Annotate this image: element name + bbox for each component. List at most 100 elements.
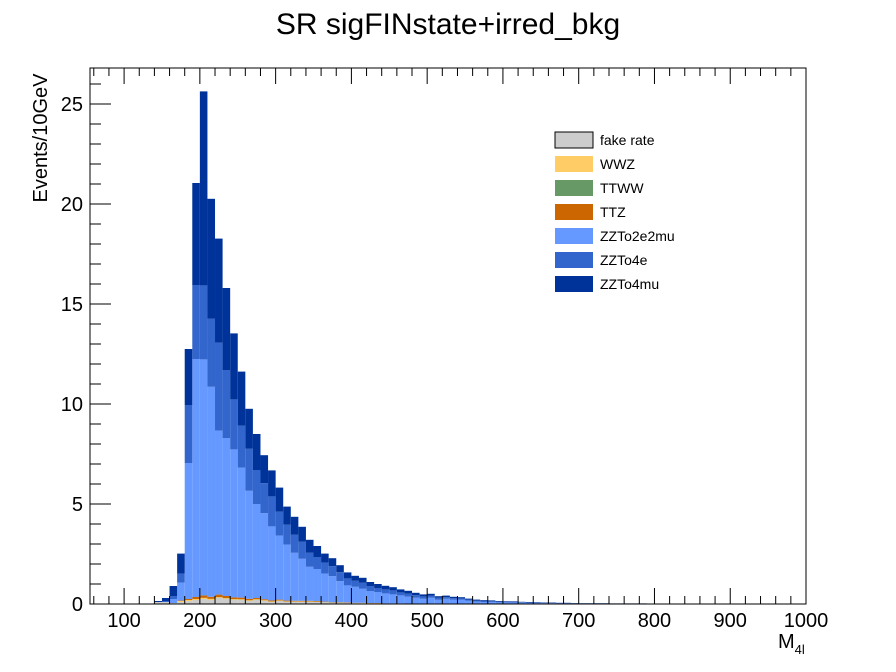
- bar-zzto4mu-545: [457, 597, 466, 599]
- bar-zzto4e-575: [480, 601, 488, 602]
- bar-zzto4mu-295: [268, 470, 276, 497]
- bar-fake-rate-255: [237, 600, 246, 604]
- bar-zzto2e2mu-525: [442, 598, 450, 604]
- bar-fake-rate-265: [245, 601, 253, 604]
- bar-zzto2e2mu-625: [518, 602, 526, 604]
- bar-zzto4e-565: [472, 600, 481, 602]
- bar-zzto4mu-335: [298, 526, 306, 542]
- bar-zzto4mu-265: [245, 408, 253, 449]
- bar-zzto2e2mu-265: [245, 490, 253, 599]
- bar-zzto4e-505: [427, 595, 435, 598]
- histogram-bars: [154, 91, 670, 604]
- bar-wwz-235: [222, 598, 231, 599]
- bar-zzto4e-335: [298, 541, 306, 559]
- bar-zzto4mu-535: [449, 596, 458, 599]
- bar-zzto2e2mu-545: [457, 599, 466, 604]
- bar-zzto4e-635: [525, 602, 534, 603]
- x-axis-label: M4l: [778, 631, 805, 657]
- bar-zzto4mu-475: [404, 590, 413, 594]
- bar-zzto4e-225: [215, 342, 223, 431]
- bar-zzto4mu-215: [207, 198, 216, 319]
- bar-ttz-335: [298, 600, 306, 602]
- bar-zzto2e2mu-615: [510, 602, 519, 604]
- bar-zzto4mu-525: [442, 595, 450, 598]
- bar-zzto4e-545: [457, 598, 466, 600]
- bar-zzto4e-365: [321, 562, 329, 574]
- bar-zzto2e2mu-465: [396, 595, 405, 604]
- bar-zzto2e2mu-185: [184, 463, 193, 599]
- bar-zzto4mu-595: [495, 601, 503, 602]
- bar-zzto2e2mu-385: [336, 581, 344, 603]
- bar-zzto2e2mu-315: [283, 544, 291, 601]
- bar-zzto2e2mu-345: [305, 566, 314, 601]
- legend: fake rate WWZ TTWW TTZ ZZTo2e2mu ZZTo4e ZZTo4m…: [554, 131, 675, 292]
- bar-zzto4mu-365: [321, 553, 329, 563]
- y-tick-label: 20: [61, 194, 83, 216]
- bar-zzto2e2mu-475: [404, 596, 413, 604]
- bar-fake-rate-365: [321, 602, 329, 604]
- bar-zzto4mu-515: [434, 596, 443, 598]
- x-tick-label: 200: [183, 610, 216, 632]
- bar-ttz-215: [207, 596, 216, 599]
- bar-zzto2e2mu-365: [321, 573, 329, 602]
- bar-zzto4mu-615: [510, 601, 519, 602]
- bar-fake-rate-335: [298, 602, 306, 604]
- bar-fake-rate-315: [283, 602, 291, 604]
- bar-zzto2e2mu-565: [472, 601, 481, 604]
- bar-zzto4mu-565: [472, 599, 481, 601]
- bar-zzto4e-465: [396, 592, 405, 596]
- bar-zzto4e-215: [207, 318, 216, 387]
- bar-zzto4e-495: [419, 596, 428, 599]
- bar-zzto2e2mu-325: [290, 552, 299, 601]
- bar-zzto2e2mu-575: [480, 602, 488, 604]
- bar-zzto2e2mu-495: [419, 598, 428, 604]
- bar-zzto4mu-275: [252, 434, 261, 470]
- legend-label: ZZTo2e2mu: [600, 228, 675, 244]
- bar-zzto4e-625: [518, 602, 526, 603]
- bar-zzto4mu-195: [192, 183, 200, 285]
- x-axis-label-subscript: 4l: [795, 642, 805, 657]
- bar-fake-rate-245: [230, 600, 238, 604]
- bar-zzto4e-385: [336, 572, 344, 582]
- bar-zzto2e2mu-505: [427, 597, 435, 604]
- bar-ttz-235: [222, 596, 231, 598]
- legend-label: fake rate: [600, 132, 655, 148]
- bar-zzto2e2mu-485: [412, 597, 420, 604]
- bar-ttz-285: [260, 599, 269, 601]
- bar-zzto4mu-435: [374, 584, 382, 588]
- bar-ttz-185: [184, 599, 193, 600]
- bar-zzto2e2mu-405: [351, 586, 359, 603]
- x-tick-label: 1000: [784, 610, 829, 632]
- x-tick-label: 800: [638, 610, 671, 632]
- bar-zzto4e-205: [199, 285, 208, 360]
- bar-zzto2e2mu-535: [449, 599, 458, 604]
- bar-zzto4mu-225: [215, 238, 223, 343]
- bar-zzto4e-355: [313, 557, 322, 569]
- bar-zzto4mu-465: [396, 589, 405, 593]
- bar-zzto4mu-375: [328, 558, 337, 567]
- y-tick-label: 15: [61, 294, 83, 316]
- bar-zzto4e-555: [465, 599, 473, 601]
- bar-zzto2e2mu-285: [260, 513, 269, 600]
- bar-ttz-345: [305, 600, 314, 602]
- bar-zzto4e-195: [192, 285, 200, 359]
- bar-zzto2e2mu-355: [313, 569, 322, 601]
- bar-fake-rate-355: [313, 602, 322, 604]
- bar-wwz-245: [230, 599, 238, 600]
- bar-zzto4e-255: [237, 425, 246, 468]
- bar-zzto2e2mu-205: [199, 359, 208, 596]
- bar-ttz-205: [199, 595, 208, 598]
- bar-zzto4e-185: [184, 405, 193, 463]
- bar-zzto2e2mu-595: [495, 602, 503, 604]
- bar-fake-rate-345: [305, 602, 314, 604]
- bar-zzto4mu-175: [177, 553, 185, 574]
- bar-zzto4e-265: [245, 448, 253, 491]
- bar-zzto4mu-415: [358, 577, 367, 583]
- bar-zzto4e-485: [412, 595, 420, 598]
- bar-zzto4mu-605: [502, 601, 511, 602]
- bar-fake-rate-195: [192, 600, 200, 604]
- bar-ttz-265: [245, 598, 253, 601]
- bar-zzto4e-595: [495, 601, 503, 603]
- bar-zzto4e-405: [351, 580, 359, 587]
- bar-zzto4mu-355: [313, 546, 322, 557]
